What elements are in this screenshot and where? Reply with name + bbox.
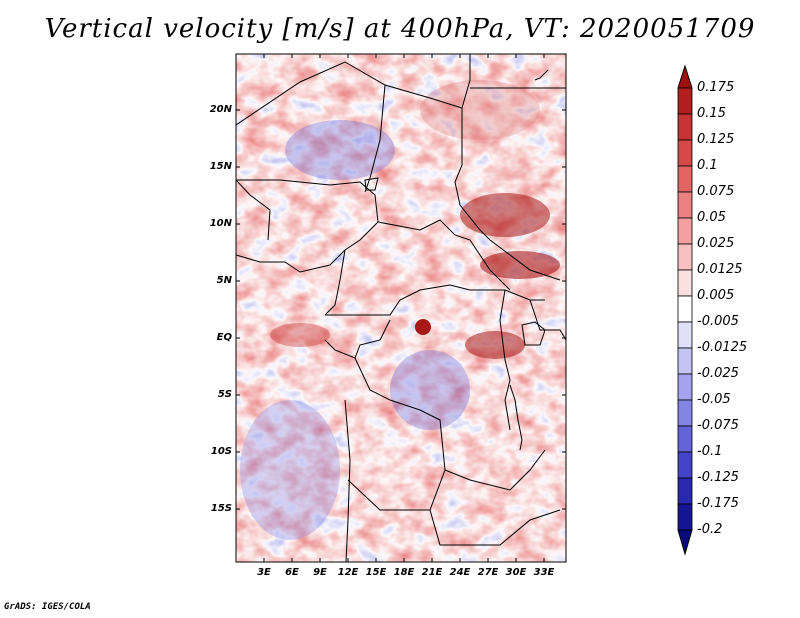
colorbar-label: 0.025 — [697, 236, 735, 251]
x-tick-label: 21E — [421, 567, 443, 578]
colorbar-segment — [677, 425, 693, 453]
colorbar-segment — [677, 347, 693, 375]
colorbar-label: -0.05 — [697, 392, 731, 407]
x-tick-label: 18E — [393, 567, 415, 578]
y-tick-label: 20N — [209, 104, 232, 115]
x-tick-label: 27E — [477, 567, 499, 578]
x-tick-label: 6E — [285, 567, 299, 578]
colorbar-label: 0.075 — [697, 184, 735, 199]
colorbar — [677, 64, 693, 556]
x-tick-label: 33E — [533, 567, 555, 578]
y-tick-label: 10S — [210, 446, 232, 457]
colorbar-label: -0.005 — [697, 314, 739, 329]
colorbar-segment — [677, 165, 693, 193]
colorbar-label: 0.0125 — [697, 262, 743, 277]
colorbar-top-arrow — [677, 64, 693, 89]
chart-title: Vertical velocity [m/s] at 400hPa, VT: 2… — [44, 14, 756, 44]
colorbar-label: 0.175 — [697, 80, 735, 95]
colorbar-label: 0.125 — [697, 132, 735, 147]
y-tick-label: 10N — [209, 218, 232, 229]
x-tick-label: 3E — [257, 567, 271, 578]
colorbar-segment — [677, 451, 693, 479]
colorbar-segment — [677, 191, 693, 219]
colorbar-segment — [677, 321, 693, 349]
y-tick-label: 5S — [217, 389, 232, 400]
colorbar-label: 0.1 — [697, 158, 718, 173]
y-tick-label: 15N — [209, 161, 232, 172]
colorbar-segment — [677, 217, 693, 245]
colorbar-segment — [677, 503, 693, 531]
x-tick-label: 30E — [505, 567, 527, 578]
colorbar-label: -0.2 — [697, 522, 723, 537]
x-tick-label: 9E — [313, 567, 327, 578]
colorbar-label: 0.15 — [697, 106, 726, 121]
plot-frame — [235, 53, 567, 563]
colorbar-segment — [677, 113, 693, 141]
colorbar-label: -0.1 — [697, 444, 723, 459]
colorbar-label: 0.05 — [697, 210, 726, 225]
colorbar-segment — [677, 243, 693, 271]
y-tick-label: 15S — [210, 503, 232, 514]
velocity-field — [236, 54, 566, 562]
colorbar-segment — [677, 295, 693, 323]
colorbar-label: -0.0125 — [697, 340, 748, 355]
colorbar-bottom-arrow — [677, 529, 693, 556]
colorbar-label: -0.175 — [697, 496, 739, 511]
credit-text: GrADS: IGES/COLA — [4, 602, 91, 612]
x-tick-label: 24E — [449, 567, 471, 578]
lakes — [364, 177, 546, 451]
colorbar-label: 0.005 — [697, 288, 735, 303]
colorbar-segment — [677, 373, 693, 401]
colorbar-segment — [677, 269, 693, 297]
colorbar-segment — [677, 87, 693, 115]
x-axis-ticks — [263, 54, 545, 562]
country-borders — [236, 54, 566, 562]
x-tick-label: 12E — [337, 567, 359, 578]
colorbar-label: -0.125 — [697, 470, 739, 485]
colorbar-label: -0.025 — [697, 366, 739, 381]
y-tick-label: 5N — [216, 275, 232, 286]
colorbar-segment — [677, 399, 693, 427]
colorbar-segment — [677, 477, 693, 505]
y-axis-ticks — [236, 109, 566, 510]
x-tick-label: 15E — [365, 567, 387, 578]
colorbar-label: -0.075 — [697, 418, 739, 433]
y-tick-label: EQ — [216, 332, 232, 343]
colorbar-segment — [677, 139, 693, 167]
